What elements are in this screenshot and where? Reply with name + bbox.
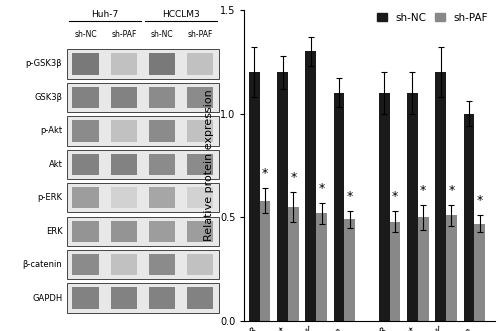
- Text: β-catenin: β-catenin: [22, 260, 62, 269]
- Bar: [72, 254, 99, 275]
- Bar: [110, 154, 137, 175]
- Text: GAPDH: GAPDH: [32, 294, 62, 303]
- Bar: [110, 254, 137, 275]
- Bar: [67, 283, 219, 313]
- Text: p-GSK3β: p-GSK3β: [26, 60, 63, 69]
- Bar: [474, 223, 485, 321]
- Bar: [316, 213, 327, 321]
- Text: sh-NC: sh-NC: [74, 30, 97, 39]
- Text: *: *: [262, 167, 268, 180]
- Bar: [390, 221, 400, 321]
- Text: Huh-7: Huh-7: [91, 10, 118, 19]
- Bar: [344, 219, 355, 321]
- Bar: [288, 207, 298, 321]
- Bar: [306, 51, 316, 321]
- Bar: [148, 287, 175, 309]
- Bar: [249, 72, 260, 321]
- Bar: [110, 120, 137, 142]
- Bar: [186, 187, 213, 209]
- Text: sh-PAF: sh-PAF: [111, 30, 136, 39]
- Bar: [186, 254, 213, 275]
- Text: ERK: ERK: [46, 227, 62, 236]
- Bar: [67, 83, 219, 112]
- Bar: [186, 53, 213, 75]
- Bar: [72, 154, 99, 175]
- Text: *: *: [448, 184, 454, 197]
- Bar: [446, 215, 457, 321]
- Text: Akt: Akt: [48, 160, 62, 169]
- Text: sh-PAF: sh-PAF: [187, 30, 212, 39]
- Bar: [72, 187, 99, 209]
- Bar: [260, 201, 270, 321]
- Text: *: *: [346, 190, 353, 203]
- Bar: [379, 93, 390, 321]
- Bar: [436, 72, 446, 321]
- Bar: [110, 220, 137, 242]
- Bar: [110, 53, 137, 75]
- Text: HCCLM3: HCCLM3: [162, 10, 200, 19]
- Text: *: *: [476, 194, 483, 207]
- Bar: [186, 120, 213, 142]
- Bar: [72, 120, 99, 142]
- Bar: [72, 220, 99, 242]
- Legend: sh-NC, sh-PAF: sh-NC, sh-PAF: [372, 9, 492, 27]
- Bar: [186, 87, 213, 108]
- Text: *: *: [420, 184, 426, 197]
- Bar: [186, 287, 213, 309]
- Bar: [418, 217, 428, 321]
- Bar: [67, 150, 219, 179]
- Bar: [67, 49, 219, 79]
- Bar: [72, 87, 99, 108]
- Bar: [67, 216, 219, 246]
- Bar: [186, 154, 213, 175]
- Text: p-ERK: p-ERK: [38, 193, 62, 202]
- Y-axis label: Relative protein expression: Relative protein expression: [204, 90, 214, 241]
- Bar: [110, 87, 137, 108]
- Text: *: *: [392, 190, 398, 203]
- Bar: [407, 93, 418, 321]
- Bar: [186, 220, 213, 242]
- Bar: [72, 53, 99, 75]
- Bar: [67, 250, 219, 279]
- Bar: [148, 220, 175, 242]
- Bar: [277, 72, 288, 321]
- Bar: [148, 53, 175, 75]
- Text: *: *: [290, 171, 296, 184]
- Text: p-Akt: p-Akt: [40, 126, 62, 135]
- Bar: [334, 93, 344, 321]
- Bar: [110, 287, 137, 309]
- Bar: [110, 187, 137, 209]
- Bar: [464, 114, 474, 321]
- Text: sh-NC: sh-NC: [150, 30, 173, 39]
- Bar: [148, 154, 175, 175]
- Bar: [148, 87, 175, 108]
- Bar: [148, 187, 175, 209]
- Bar: [67, 183, 219, 213]
- Bar: [148, 120, 175, 142]
- Bar: [148, 254, 175, 275]
- Bar: [72, 287, 99, 309]
- Text: GSK3β: GSK3β: [34, 93, 62, 102]
- Bar: [67, 116, 219, 146]
- Text: *: *: [318, 181, 324, 195]
